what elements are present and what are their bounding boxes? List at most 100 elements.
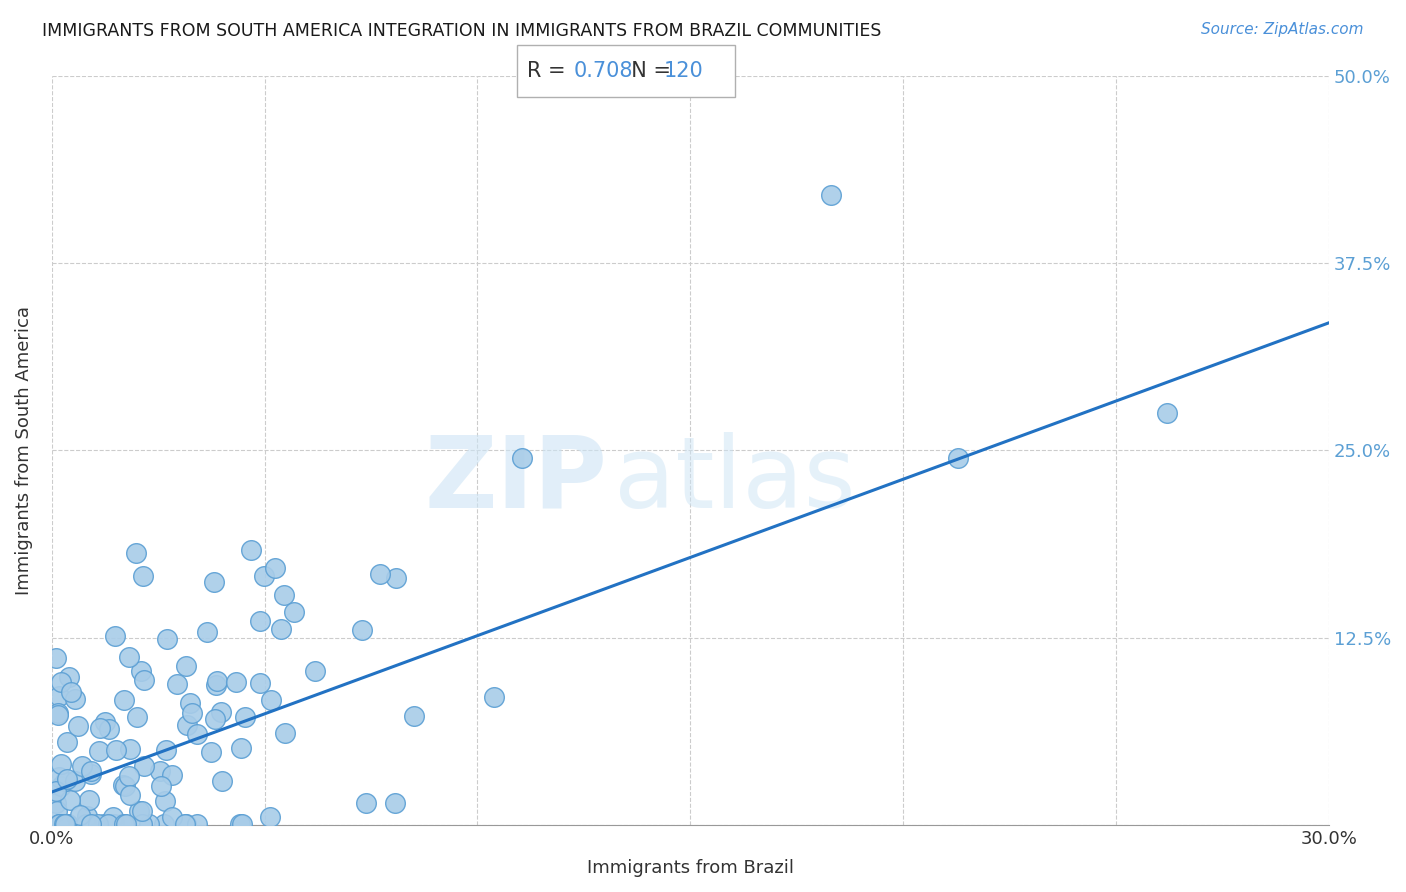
Point bbox=[77, 793, 100, 807]
Point bbox=[259, 692, 281, 706]
Point bbox=[155, 742, 177, 756]
Point bbox=[105, 743, 128, 757]
Point bbox=[48, 816, 70, 830]
Point bbox=[127, 709, 149, 723]
Point bbox=[58, 816, 80, 830]
Point bbox=[225, 675, 247, 690]
Point bbox=[93, 816, 115, 830]
Point bbox=[249, 676, 271, 690]
Point bbox=[45, 784, 67, 798]
Point bbox=[174, 659, 197, 673]
Point bbox=[249, 614, 271, 628]
Point bbox=[385, 571, 408, 585]
Point bbox=[97, 816, 120, 830]
Point bbox=[350, 624, 373, 638]
Text: atlas: atlas bbox=[613, 432, 855, 529]
Point bbox=[67, 718, 90, 732]
Point bbox=[65, 692, 87, 706]
Text: 0.708: 0.708 bbox=[574, 61, 633, 81]
Point bbox=[103, 816, 125, 830]
Point bbox=[402, 708, 425, 723]
X-axis label: Immigrants from Brazil: Immigrants from Brazil bbox=[586, 859, 794, 877]
Point bbox=[56, 816, 79, 830]
Point bbox=[87, 816, 110, 830]
Point bbox=[484, 690, 506, 705]
Point bbox=[270, 622, 292, 636]
Point bbox=[46, 804, 69, 818]
Point bbox=[49, 816, 72, 830]
Point bbox=[231, 741, 253, 756]
Point bbox=[156, 632, 179, 647]
Point bbox=[75, 816, 97, 830]
Text: N =: N = bbox=[619, 61, 678, 81]
Point bbox=[176, 718, 198, 732]
Point bbox=[259, 810, 281, 824]
Point bbox=[46, 708, 69, 723]
Point bbox=[132, 569, 155, 583]
Point bbox=[76, 809, 98, 823]
Point bbox=[114, 779, 136, 793]
Text: 120: 120 bbox=[664, 61, 703, 81]
Point bbox=[186, 727, 208, 741]
Point bbox=[283, 606, 305, 620]
Point bbox=[128, 804, 150, 818]
Point bbox=[195, 625, 218, 640]
Point bbox=[120, 789, 142, 803]
Point bbox=[273, 725, 295, 739]
Point bbox=[1156, 406, 1178, 420]
Point bbox=[820, 188, 842, 202]
Point bbox=[118, 650, 141, 665]
Point bbox=[48, 770, 70, 784]
Point bbox=[48, 689, 70, 703]
Point bbox=[166, 677, 188, 691]
Point bbox=[134, 673, 156, 688]
Text: Source: ZipAtlas.com: Source: ZipAtlas.com bbox=[1201, 22, 1364, 37]
Point bbox=[118, 742, 141, 756]
Point bbox=[52, 816, 75, 830]
Point bbox=[173, 816, 195, 830]
Point bbox=[209, 705, 232, 719]
Point bbox=[240, 542, 263, 557]
Point bbox=[186, 816, 208, 830]
Point bbox=[59, 685, 82, 699]
Point bbox=[176, 816, 198, 830]
Point bbox=[70, 759, 93, 773]
Point bbox=[112, 692, 135, 706]
Point bbox=[181, 706, 204, 720]
Point bbox=[205, 673, 228, 688]
Point bbox=[49, 756, 72, 771]
Text: ZIP: ZIP bbox=[425, 432, 607, 529]
Point bbox=[98, 723, 121, 737]
Point bbox=[55, 735, 77, 749]
Point bbox=[69, 808, 91, 822]
Point bbox=[153, 816, 176, 830]
Point bbox=[112, 816, 135, 830]
Point bbox=[235, 710, 257, 724]
Point bbox=[384, 796, 406, 810]
Point bbox=[129, 664, 152, 678]
Point bbox=[45, 796, 67, 810]
Point bbox=[111, 816, 134, 830]
Point bbox=[205, 678, 228, 692]
Point bbox=[63, 774, 86, 789]
Point bbox=[48, 816, 70, 830]
Point bbox=[104, 629, 127, 643]
Point bbox=[253, 569, 276, 583]
Point bbox=[149, 779, 172, 793]
Point bbox=[132, 758, 155, 772]
Point bbox=[211, 774, 233, 789]
Point bbox=[304, 664, 326, 678]
Point bbox=[59, 793, 82, 807]
Point bbox=[155, 794, 177, 808]
Point bbox=[202, 575, 225, 590]
Point bbox=[55, 772, 77, 787]
Point bbox=[512, 450, 534, 465]
Point bbox=[45, 650, 67, 665]
Point bbox=[368, 567, 391, 582]
Y-axis label: Immigrants from South America: Immigrants from South America bbox=[15, 306, 32, 595]
Point bbox=[179, 696, 201, 710]
Point bbox=[49, 675, 72, 690]
Point bbox=[101, 810, 124, 824]
Point bbox=[80, 767, 103, 781]
Point bbox=[124, 546, 146, 560]
